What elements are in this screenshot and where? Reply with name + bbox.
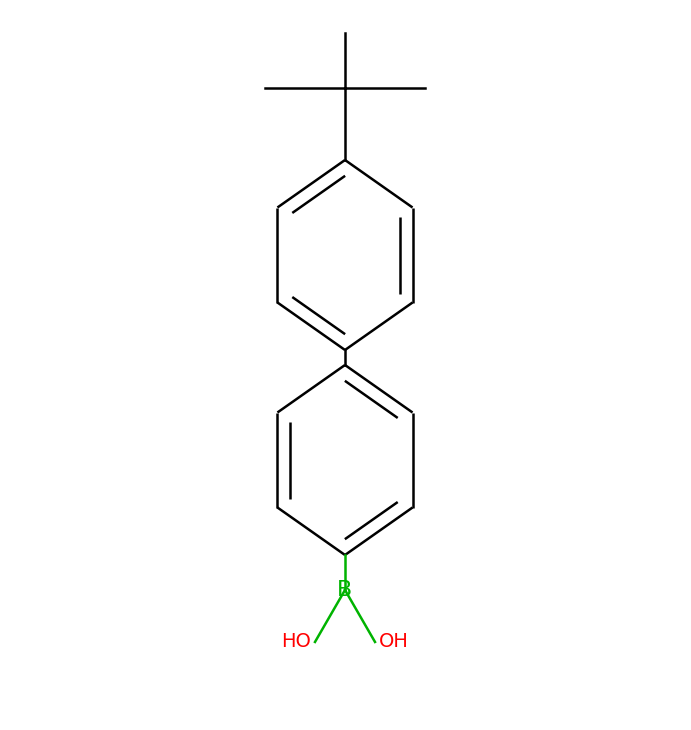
Text: OH: OH bbox=[379, 632, 409, 651]
Text: HO: HO bbox=[281, 632, 311, 651]
Text: B: B bbox=[337, 580, 352, 600]
